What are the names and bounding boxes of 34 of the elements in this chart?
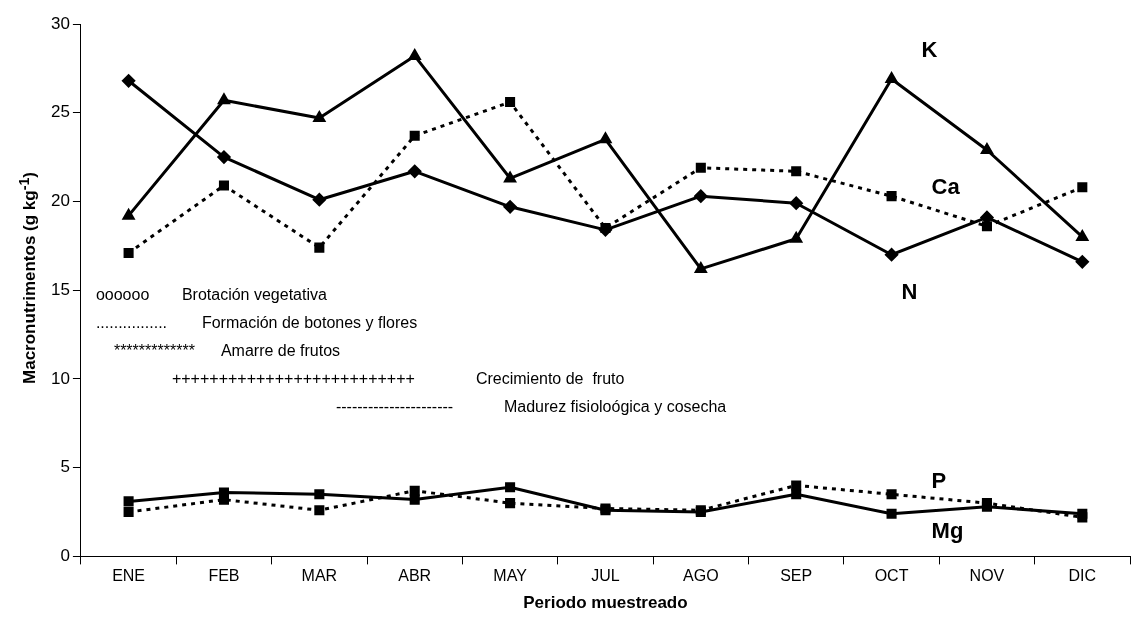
y-tick-label: 0 [60, 546, 70, 566]
x-tick-label: OCT [874, 567, 909, 585]
annotation: Amarre de frutos [220, 342, 341, 360]
y-tick-label: 15 [50, 279, 70, 299]
x-tick-label: MAR [301, 567, 338, 585]
y-tick-label: 30 [50, 13, 70, 33]
x-tick-label: SEP [780, 567, 813, 585]
x-tick-label: ABR [398, 567, 432, 585]
annotation: Madurez fisioloógica y cosecha [503, 398, 727, 416]
annotation: ++++++++++++++++++++++++++ [171, 370, 415, 388]
x-tick-label: FEB [208, 567, 240, 585]
x-tick-label: JUL [591, 567, 620, 585]
series-label: K [921, 37, 938, 63]
annotation: Crecimiento de fruto [475, 370, 625, 388]
x-axis-title: Periodo muestreado [523, 593, 688, 613]
annotation: Brotación vegetativa [181, 286, 327, 304]
x-tick-label: MAY [493, 567, 528, 585]
annotation: ................ [95, 314, 168, 332]
y-tick-label: 5 [60, 457, 70, 477]
annotation: ************* [113, 342, 195, 360]
y-tick-label: 25 [50, 102, 70, 122]
series-label: Ca [931, 174, 961, 200]
x-tick-label: ENE [112, 567, 146, 585]
series-label: N [901, 278, 918, 304]
y-tick-label: 20 [50, 191, 70, 211]
annotation: ---------------------- [335, 398, 454, 416]
x-tick-label: AGO [683, 567, 719, 585]
x-tick-label: NOV [969, 567, 1005, 585]
annotation: Formación de botones y flores [201, 314, 418, 332]
series-label: P [931, 468, 947, 494]
y-tick-label: 10 [50, 368, 70, 388]
series-label: Mg [931, 517, 964, 543]
x-tick-label: DIC [1068, 567, 1097, 585]
annotation: oooooo [95, 286, 150, 304]
